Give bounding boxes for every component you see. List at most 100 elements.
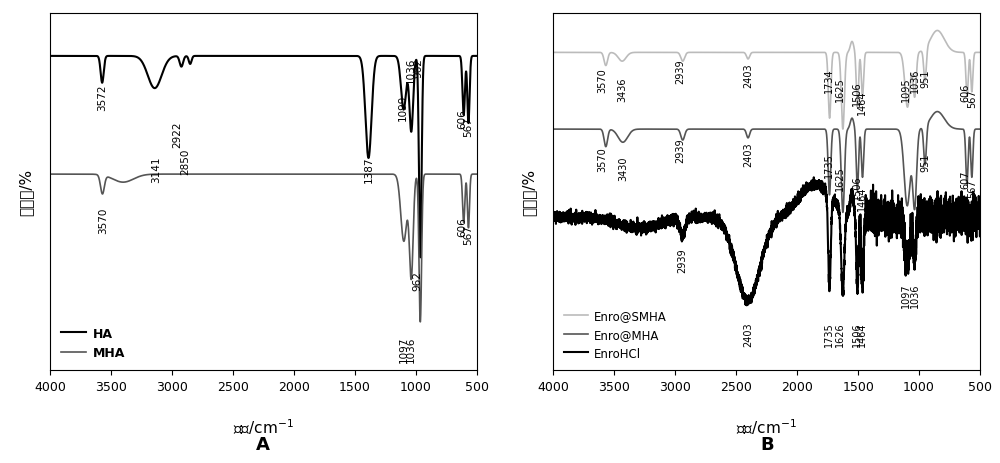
Text: 1464: 1464 xyxy=(857,186,867,211)
Text: 2922: 2922 xyxy=(172,121,182,148)
Enro@MHA xyxy=(837,210,849,216)
Text: 3141: 3141 xyxy=(151,156,161,183)
Text: 3570: 3570 xyxy=(598,68,608,93)
Text: 3570: 3570 xyxy=(99,207,109,234)
HA xyxy=(205,54,217,60)
Text: 962: 962 xyxy=(413,58,423,78)
Text: 962: 962 xyxy=(413,270,423,290)
Enro@SMHA xyxy=(931,29,943,34)
Enro@SMHA xyxy=(739,51,751,56)
Enro@MHA xyxy=(931,110,943,115)
Text: 1095: 1095 xyxy=(901,77,911,101)
MHA xyxy=(44,172,56,177)
MHA xyxy=(145,172,157,178)
Legend: HA, MHA: HA, MHA xyxy=(56,322,130,364)
Text: 3570: 3570 xyxy=(598,147,608,171)
EnroHCl xyxy=(741,303,753,308)
Legend: Enro@SMHA, Enro@MHA, EnroHCl: Enro@SMHA, Enro@MHA, EnroHCl xyxy=(559,304,671,364)
Text: 2939: 2939 xyxy=(678,247,688,272)
Text: 1734: 1734 xyxy=(824,68,834,93)
Enro@SMHA xyxy=(649,50,661,56)
Text: 951: 951 xyxy=(920,153,930,171)
EnroHCl xyxy=(708,216,720,221)
Text: 567: 567 xyxy=(463,117,473,137)
EnroHCl xyxy=(649,224,661,229)
Line: HA: HA xyxy=(50,57,477,258)
Line: EnroHCl: EnroHCl xyxy=(553,178,980,306)
Enro@SMHA xyxy=(837,127,849,132)
Line: MHA: MHA xyxy=(50,175,477,322)
EnroHCl xyxy=(651,225,663,230)
MHA xyxy=(471,172,483,177)
EnroHCl xyxy=(974,206,986,212)
Text: 1625: 1625 xyxy=(835,166,845,191)
MHA xyxy=(203,172,215,177)
HA xyxy=(471,54,483,60)
MHA xyxy=(143,172,155,178)
Text: 1626: 1626 xyxy=(835,322,845,346)
HA xyxy=(44,54,56,60)
Enro@SMHA xyxy=(974,50,986,56)
Text: 1036: 1036 xyxy=(910,282,920,307)
Text: 2939: 2939 xyxy=(675,138,685,163)
Enro@MHA xyxy=(547,127,559,132)
Text: 1464: 1464 xyxy=(857,322,867,346)
Enro@MHA xyxy=(708,127,720,132)
HA xyxy=(143,77,155,82)
Text: 1036: 1036 xyxy=(910,68,920,93)
Enro@SMHA xyxy=(547,50,559,56)
Text: 1625: 1625 xyxy=(835,77,845,101)
MHA xyxy=(414,319,426,325)
Enro@SMHA xyxy=(651,50,663,56)
Text: 567: 567 xyxy=(967,89,977,108)
Enro@MHA xyxy=(649,127,661,132)
Text: 1097: 1097 xyxy=(901,282,911,307)
HA xyxy=(148,86,160,91)
Text: 1036: 1036 xyxy=(406,57,416,84)
Text: 606: 606 xyxy=(961,83,971,101)
HA xyxy=(414,255,426,261)
EnroHCl xyxy=(646,222,658,227)
Text: 2403: 2403 xyxy=(743,64,753,88)
EnroHCl xyxy=(808,175,820,181)
Enro@SMHA xyxy=(971,50,983,56)
Text: 2403: 2403 xyxy=(743,322,753,346)
Text: 1387: 1387 xyxy=(363,156,373,183)
Text: 2939: 2939 xyxy=(675,59,685,84)
MHA xyxy=(205,172,217,177)
Text: 1099: 1099 xyxy=(397,95,407,121)
Enro@MHA xyxy=(646,127,658,132)
MHA xyxy=(148,172,160,178)
EnroHCl xyxy=(971,220,983,226)
Text: 1464: 1464 xyxy=(857,90,867,114)
Enro@MHA xyxy=(974,127,986,132)
Text: 透过率/%: 透过率/% xyxy=(521,169,536,216)
Line: Enro@MHA: Enro@MHA xyxy=(553,113,980,213)
Text: 607: 607 xyxy=(961,170,971,189)
Text: 1036: 1036 xyxy=(406,336,416,363)
Text: 1735: 1735 xyxy=(824,322,834,346)
EnroHCl xyxy=(547,216,559,221)
Text: 2850: 2850 xyxy=(180,149,190,175)
Text: 951: 951 xyxy=(920,70,930,88)
Enro@SMHA xyxy=(708,50,720,56)
Enro@MHA xyxy=(651,127,663,132)
Text: 透过率/%: 透过率/% xyxy=(18,169,33,216)
Text: 1097: 1097 xyxy=(399,336,409,363)
Text: 567: 567 xyxy=(967,179,977,198)
MHA xyxy=(467,172,479,177)
Text: 606: 606 xyxy=(458,109,468,129)
MHA xyxy=(235,172,247,177)
Text: 1506: 1506 xyxy=(852,175,862,200)
Text: 1735: 1735 xyxy=(824,153,834,178)
Text: 2403: 2403 xyxy=(743,143,753,167)
Text: 1506: 1506 xyxy=(852,322,862,346)
Text: A: A xyxy=(256,435,270,453)
Text: 1506: 1506 xyxy=(852,81,862,106)
Text: 606: 606 xyxy=(458,217,468,237)
Text: 3572: 3572 xyxy=(97,84,107,110)
HA xyxy=(145,82,157,88)
Enro@SMHA xyxy=(646,50,658,56)
Text: 567: 567 xyxy=(463,225,473,244)
Text: 波数/cm$^{-1}$: 波数/cm$^{-1}$ xyxy=(736,417,797,437)
